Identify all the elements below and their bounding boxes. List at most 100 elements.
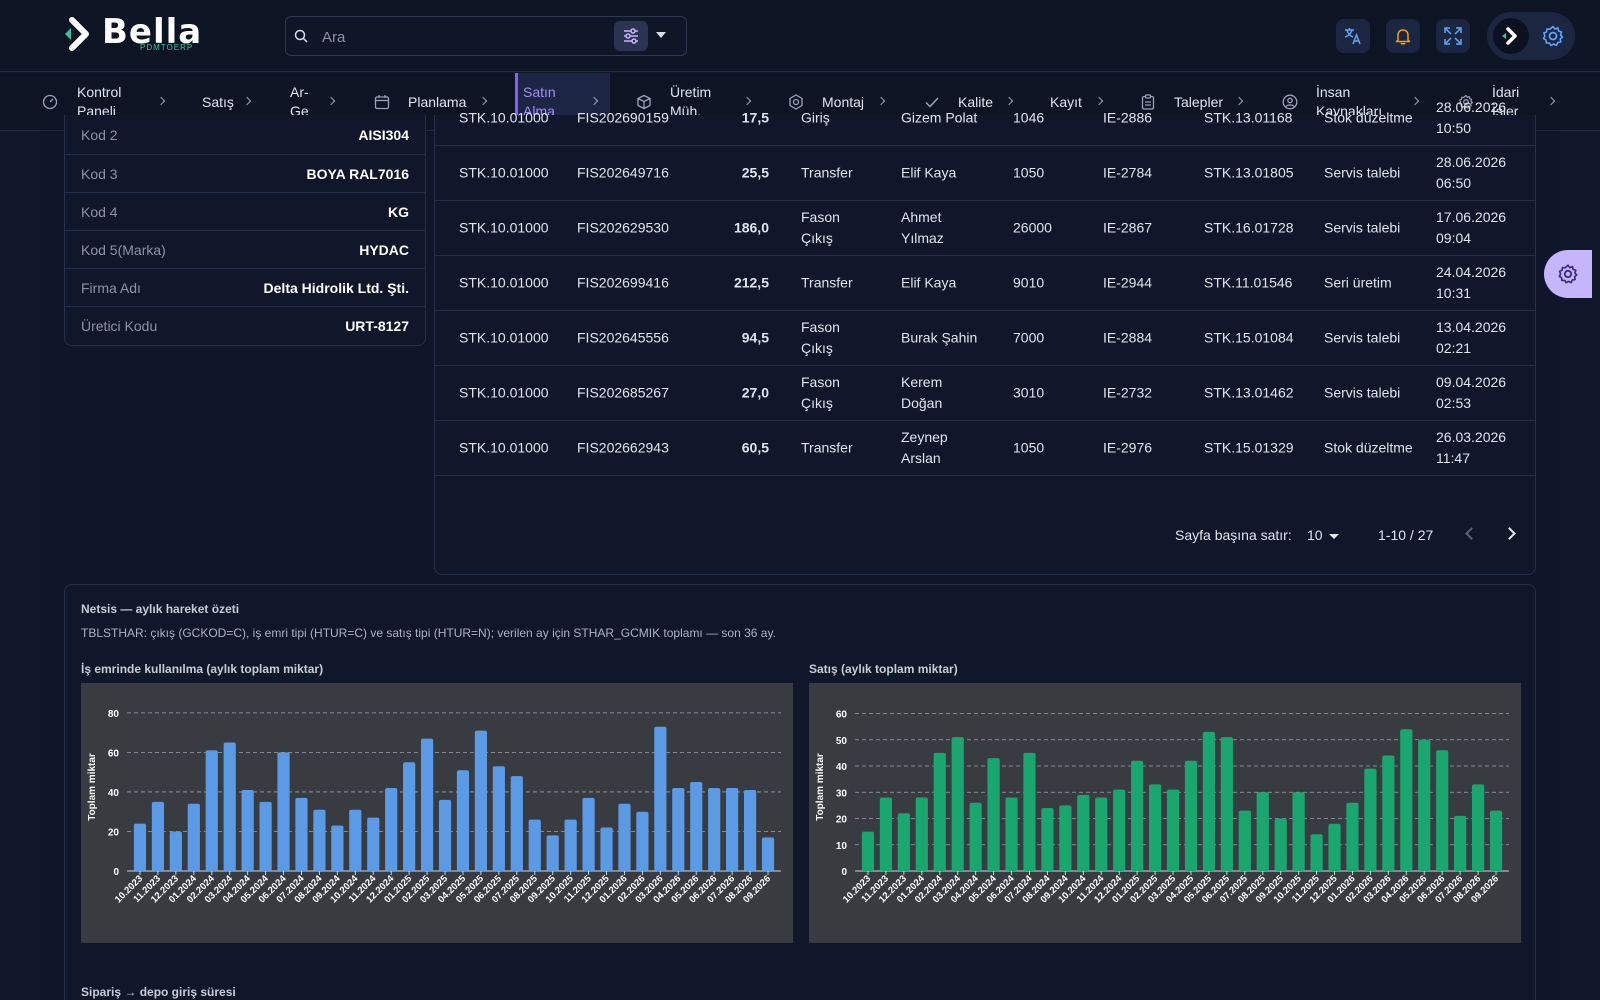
chart-bar[interactable] xyxy=(1023,752,1036,871)
chart-bar[interactable] xyxy=(1292,792,1305,871)
chart-bar[interactable] xyxy=(1077,794,1090,871)
table-row[interactable]: STK.10.01000 FIS202699416 212,5 Transfer Eli… xyxy=(435,256,1535,311)
chart-bar[interactable] xyxy=(259,801,272,871)
chart-bar[interactable] xyxy=(672,787,685,871)
chart-bar[interactable] xyxy=(1059,805,1072,871)
chart-bar[interactable] xyxy=(987,758,1000,871)
chart-bar[interactable] xyxy=(1095,797,1108,872)
chart-bar[interactable] xyxy=(1328,823,1341,871)
chart-bar[interactable] xyxy=(726,787,739,871)
chart-bar[interactable] xyxy=(1041,808,1054,871)
chart-bar[interactable] xyxy=(331,825,344,871)
chart-bar[interactable] xyxy=(600,827,613,871)
search-dropdown-chevron-icon[interactable] xyxy=(656,32,666,38)
customizer-button[interactable] xyxy=(1544,250,1592,298)
fullscreen-button[interactable] xyxy=(1436,19,1470,53)
chart-bar[interactable] xyxy=(1184,760,1198,871)
chart-bar[interactable] xyxy=(582,797,595,871)
chart-bar[interactable] xyxy=(564,819,577,871)
chart-bar[interactable] xyxy=(1274,818,1287,872)
chart-bar[interactable] xyxy=(1418,739,1431,871)
chart-bar[interactable] xyxy=(1202,731,1216,871)
chart-bar[interactable] xyxy=(1400,729,1413,871)
chart-bar[interactable] xyxy=(438,799,452,871)
chart-bar[interactable] xyxy=(1436,750,1449,871)
bella-logo[interactable]: Bella PDMTOERP xyxy=(62,12,202,58)
chart-bar[interactable] xyxy=(1148,784,1162,871)
chart-bar[interactable] xyxy=(223,742,236,871)
table-row[interactable]: STK.10.01000 FIS202685267 27,0 Fason Çıkış K… xyxy=(435,366,1535,421)
next-page-icon[interactable] xyxy=(1503,527,1516,540)
chart-bar[interactable] xyxy=(1489,810,1503,871)
chart-bar[interactable] xyxy=(1310,834,1323,871)
chart-bar[interactable] xyxy=(403,762,416,871)
chart-bar[interactable] xyxy=(690,782,703,871)
chart-bar[interactable] xyxy=(187,803,200,871)
chart-bar[interactable] xyxy=(897,813,910,871)
chart-bar[interactable] xyxy=(241,789,254,871)
chart-bar[interactable] xyxy=(1005,797,1018,872)
nav-item-kalite[interactable]: Kalite xyxy=(920,73,1030,131)
chart-bar[interactable] xyxy=(133,823,147,871)
table-row[interactable]: STK.10.01000 FIS202629530 186,0 Fason Çıkış… xyxy=(435,201,1535,256)
chart-bar[interactable] xyxy=(528,819,541,871)
chart-bar[interactable] xyxy=(510,776,523,871)
chart-bar[interactable] xyxy=(492,766,505,871)
chart-bar[interactable] xyxy=(636,811,649,871)
nav-item-planlama[interactable]: Planlama xyxy=(368,73,498,131)
nav-label: Kalite xyxy=(958,94,994,110)
chart-bar[interactable] xyxy=(151,801,165,871)
chart-bar[interactable] xyxy=(879,797,893,872)
chart-bar[interactable] xyxy=(1454,815,1467,871)
chart-bar[interactable] xyxy=(861,831,875,871)
rows-per-page-chevron-icon[interactable] xyxy=(1329,534,1339,539)
table-row[interactable]: STK.10.01000 FIS202645556 94,5 Fason Çıkış B… xyxy=(435,311,1535,366)
chart-bar[interactable] xyxy=(969,802,982,871)
nav-item-montaj[interactable]: Montaj xyxy=(786,73,896,131)
settings-gear-icon[interactable] xyxy=(1541,24,1565,48)
chart-bar[interactable] xyxy=(743,789,757,871)
chart-bar[interactable] xyxy=(1364,768,1377,871)
chart-bar[interactable] xyxy=(1471,784,1485,871)
chart-bar[interactable] xyxy=(951,737,964,871)
chart-bar[interactable] xyxy=(367,817,380,871)
table-row[interactable]: STK.10.01000 FIS202690159 17,5 Giriş Gizem P… xyxy=(435,91,1535,146)
filter-button[interactable] xyxy=(614,21,648,51)
chart-bar[interactable] xyxy=(420,738,434,871)
nav-item-talepler[interactable]: Talepler xyxy=(1140,73,1260,131)
chart-bar[interactable] xyxy=(618,803,631,871)
chart-bar[interactable] xyxy=(1131,760,1144,871)
chart-bar[interactable] xyxy=(169,831,182,871)
chart-bar[interactable] xyxy=(277,752,290,871)
chart-bar[interactable] xyxy=(205,750,218,871)
chart-bar[interactable] xyxy=(1256,792,1269,871)
chart-bar[interactable] xyxy=(708,787,721,871)
rows-per-page-select[interactable]: 10 xyxy=(1307,527,1323,543)
chart-bar[interactable] xyxy=(1166,789,1180,871)
chart-bar[interactable] xyxy=(1113,789,1126,871)
chart-bar[interactable] xyxy=(1382,755,1395,872)
notifications-button[interactable] xyxy=(1386,19,1420,53)
search-input[interactable] xyxy=(322,25,592,49)
chart-bar[interactable] xyxy=(349,809,362,871)
chart-bar[interactable] xyxy=(915,797,928,872)
chart-bar[interactable] xyxy=(385,787,398,871)
chart-bar[interactable] xyxy=(1238,810,1251,871)
chart-bar[interactable] xyxy=(654,726,667,871)
chart-bar[interactable] xyxy=(546,835,559,871)
chart-bar[interactable] xyxy=(761,837,775,871)
chart-bar[interactable] xyxy=(313,809,326,871)
chart-bar[interactable] xyxy=(933,752,946,871)
chart-bar[interactable] xyxy=(1346,802,1359,871)
table-row[interactable]: STK.10.01000 FIS202662943 60,5 Transfer Zeyn… xyxy=(435,421,1535,476)
nav-item-kayit[interactable]: Kayıt xyxy=(1040,73,1120,131)
translate-button[interactable] xyxy=(1336,19,1370,53)
nav-item-satis[interactable]: Satış xyxy=(188,73,258,131)
chart-bar[interactable] xyxy=(295,797,308,871)
table-row[interactable]: STK.10.01000 FIS202649716 25,5 Transfer Elif… xyxy=(435,146,1535,201)
chart-bar[interactable] xyxy=(456,770,470,871)
chart-bar[interactable] xyxy=(474,730,488,871)
prev-page-icon[interactable] xyxy=(1465,527,1478,540)
chart-bar[interactable] xyxy=(1220,737,1233,871)
profile-menu[interactable] xyxy=(1487,12,1575,60)
